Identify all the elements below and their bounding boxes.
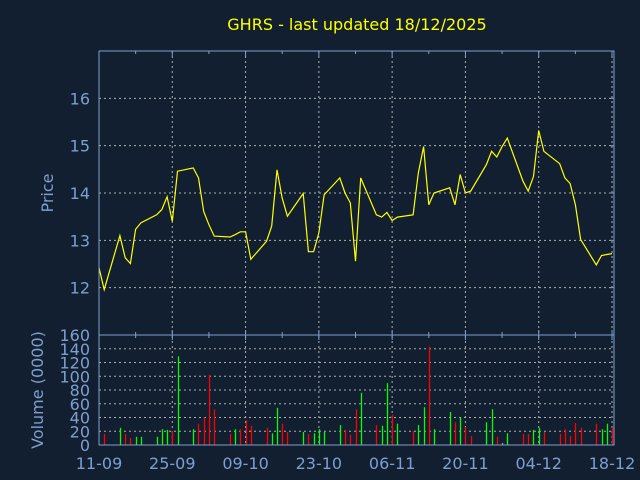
price-tick-label: 12 <box>70 279 90 298</box>
volume-tick-label: 80 <box>70 381 90 400</box>
volume-tick-label: 0 <box>80 436 90 455</box>
plot-frame <box>98 50 615 446</box>
price-tick-label: 14 <box>70 184 90 203</box>
date-tick-label: 23-10 <box>296 454 343 473</box>
volume-tick-label: 20 <box>70 422 90 441</box>
price-line <box>98 130 613 292</box>
date-tick-label: 20-11 <box>442 454 489 473</box>
volume-tick-label: 100 <box>59 367 90 386</box>
axes <box>98 50 615 446</box>
price-axis-label: Price <box>38 173 57 212</box>
date-tick-label: 18-12 <box>589 454 636 473</box>
date-tick-label: 09-10 <box>222 454 269 473</box>
date-tick-label: 04-12 <box>515 454 562 473</box>
volume-tick-label: 120 <box>59 354 90 373</box>
volume-tick-label: 160 <box>59 326 90 345</box>
price-tick-label: 16 <box>70 89 90 108</box>
volume-tick-label: 40 <box>70 409 90 428</box>
grid <box>99 51 614 445</box>
volume-tick-label: 140 <box>59 340 90 359</box>
date-tick-label: 25-09 <box>149 454 196 473</box>
price-tick-label: 13 <box>70 231 90 250</box>
volume-tick-label: 60 <box>70 395 90 414</box>
chart-title: GHRS - last updated 18/12/2025 <box>227 15 486 34</box>
price-tick-label: 15 <box>70 137 90 156</box>
date-tick-label: 11-09 <box>76 454 123 473</box>
volume-bars <box>103 346 614 445</box>
date-tick-label: 06-11 <box>369 454 416 473</box>
volume-axis-label: Volume (0000) <box>28 331 47 449</box>
